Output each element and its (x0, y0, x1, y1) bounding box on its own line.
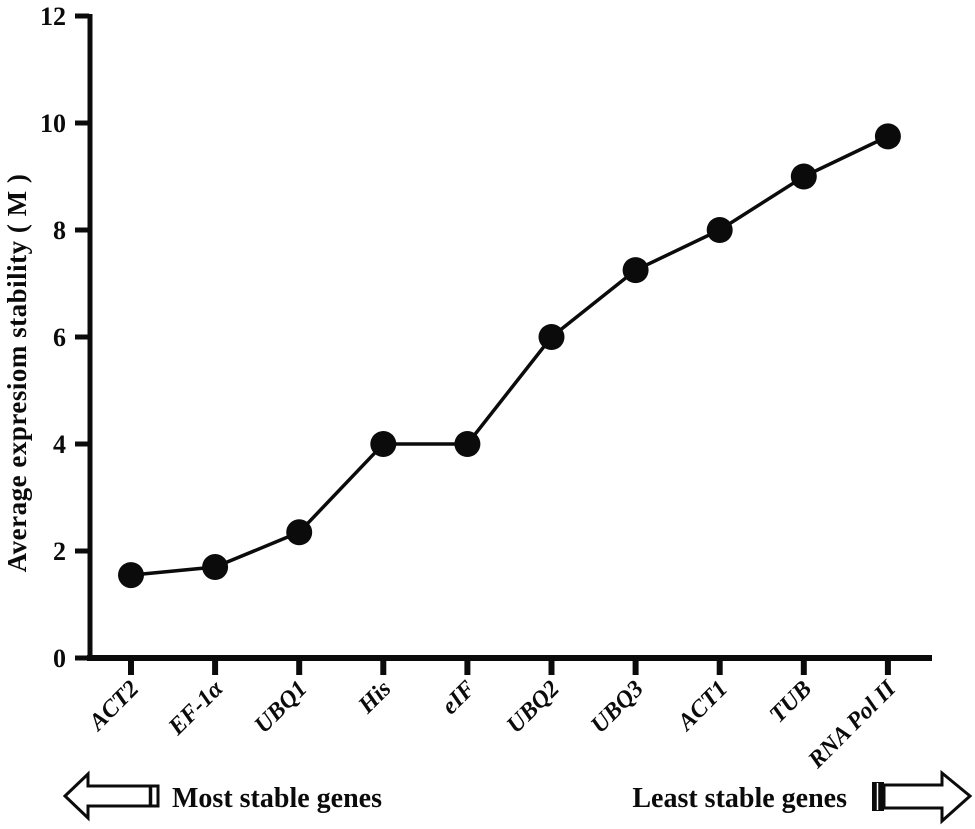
y-tick-label: 8 (53, 216, 66, 245)
y-tick-label: 6 (53, 323, 66, 352)
arrow-left-icon (62, 770, 160, 822)
data-point (454, 431, 481, 457)
x-tick-label: His (353, 676, 397, 720)
y-tick-label: 2 (53, 537, 66, 566)
data-point (790, 163, 817, 190)
plot-area: 0 2 4 6 8 10 12 ACT2 EF-1α UBQ1 His eIF UBQ2 UBQ3 ACT1… (2, 2, 932, 774)
arrow-left-outline (62, 770, 160, 822)
y-axis-title: Average expresiom stability ( M ) (2, 174, 32, 573)
data-point (202, 554, 229, 581)
data-point (622, 257, 649, 284)
data-point (874, 123, 901, 150)
x-tick-label: EF-1α (163, 675, 229, 741)
data-point (370, 431, 397, 457)
footer-annotations: Most stable genes Least stable genes (62, 769, 973, 825)
x-tick-label: eIF (437, 676, 481, 720)
data-point (538, 324, 565, 350)
x-tick-label: UBQ2 (502, 676, 565, 739)
x-tick-label: ACT1 (672, 676, 733, 737)
arrow-right-icon (872, 769, 973, 825)
y-tick-label: 0 (53, 644, 66, 673)
least-stable-label: Least stable genes (632, 783, 847, 814)
data-series-line (130, 134, 889, 577)
most-stable-label: Most stable genes (172, 783, 382, 814)
x-tick-label: UBQ3 (586, 676, 649, 739)
data-point (118, 562, 144, 589)
x-tick-label: TUB (765, 676, 817, 728)
data-point (706, 217, 733, 243)
y-tick-label: 4 (53, 430, 66, 459)
x-tick-label: RNA Pol II (803, 675, 902, 774)
x-tick-label: UBQ1 (250, 676, 313, 739)
y-tick-label: 10 (40, 109, 66, 138)
data-point (286, 519, 313, 546)
y-tick-label: 12 (40, 2, 66, 31)
x-tick-label: ACT2 (83, 676, 144, 737)
arrow-right-outline (882, 769, 973, 825)
